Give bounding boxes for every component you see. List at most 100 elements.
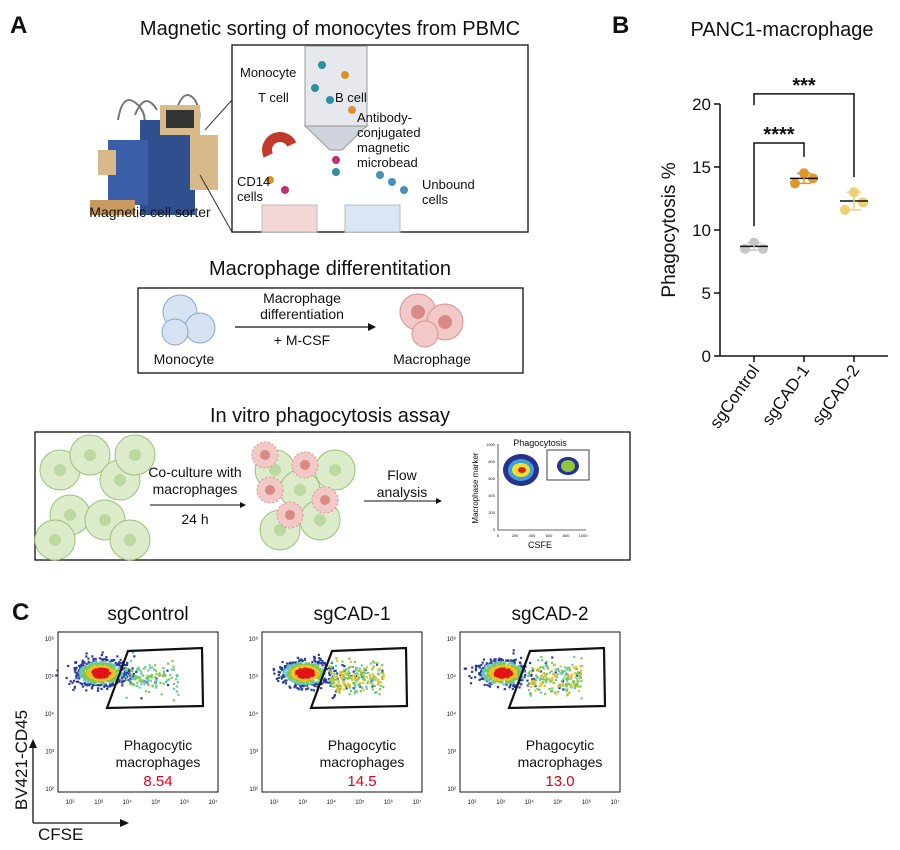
event-dot (488, 672, 492, 675)
event-dot (285, 679, 288, 682)
event-dot (354, 679, 357, 682)
event-dot (289, 665, 292, 668)
event-dot (504, 677, 507, 680)
event-dot (74, 667, 77, 671)
event-dot (568, 682, 571, 685)
event-dot (305, 681, 308, 684)
event-dot (162, 666, 165, 670)
flow-label-2: analysis (377, 484, 428, 500)
event-dot (150, 666, 153, 669)
event-dot (570, 675, 573, 678)
event-dot (131, 667, 134, 670)
event-dot (529, 686, 532, 689)
event-dot (370, 662, 373, 665)
event-dot (283, 680, 286, 683)
event-dot (292, 671, 295, 674)
event-dot (96, 667, 99, 670)
event-dot (335, 689, 338, 692)
event-dot (346, 684, 349, 688)
event-dot (303, 658, 307, 661)
event-dot (352, 681, 355, 685)
event-dot (488, 676, 491, 679)
event-dot (371, 677, 374, 680)
event-dot (507, 659, 510, 663)
event-dot (361, 673, 364, 676)
event-dot (323, 677, 326, 680)
event-dot (296, 669, 299, 673)
event-dot (567, 675, 570, 678)
event-dot (275, 677, 279, 681)
event-dot (485, 664, 488, 668)
event-dot (580, 672, 583, 675)
flow-x-tick: 10⁷ (209, 799, 218, 806)
event-dot (580, 680, 583, 683)
event-dot (504, 669, 507, 673)
event-dot (322, 679, 325, 682)
event-dot (555, 668, 558, 671)
flow-y-tick: 10⁶ (447, 636, 457, 643)
event-dot (376, 679, 379, 682)
event-dot (92, 659, 95, 662)
event-dot (575, 666, 578, 669)
event-dot (579, 685, 582, 688)
event-dot (554, 671, 557, 674)
event-dot (103, 658, 106, 661)
event-dot (109, 681, 112, 684)
event-dot (313, 658, 316, 661)
event-dot (291, 672, 294, 675)
event-dot (133, 678, 137, 681)
event-dot (566, 694, 569, 697)
event-dot (538, 684, 541, 688)
event-dot (92, 679, 95, 683)
flow-x-tick: 10⁷ (413, 799, 422, 806)
event-dot (362, 678, 365, 681)
gate-label-2: macrophages (116, 754, 201, 770)
y-tick-label: 20 (692, 95, 711, 114)
event-dot (306, 681, 310, 684)
event-dot (340, 686, 343, 689)
event-dot (343, 665, 346, 668)
data-point (858, 197, 868, 208)
event-dot (354, 666, 358, 670)
event-dot (488, 682, 491, 685)
event-dot (105, 663, 108, 666)
event-dot (337, 680, 340, 684)
event-dot (88, 682, 91, 685)
event-dot (341, 677, 344, 680)
event-dot (79, 665, 82, 668)
event-dot (506, 665, 510, 668)
event-dot (128, 682, 132, 685)
event-dot (100, 653, 103, 657)
t-cell-label: T cell (258, 90, 289, 105)
event-dot (319, 662, 322, 665)
event-dot (492, 659, 496, 662)
event-dot (138, 679, 141, 682)
event-dot (527, 688, 531, 692)
event-dot (130, 673, 134, 677)
event-dot (510, 661, 513, 664)
flow-x-tick: 10³ (496, 800, 505, 806)
event-dot (93, 662, 96, 665)
event-dot (81, 661, 84, 664)
event-dot (500, 658, 503, 661)
flow-y-tick: 10⁴ (249, 711, 259, 718)
event-dot (540, 684, 543, 687)
event-dot (87, 679, 90, 682)
event-dot (372, 673, 375, 676)
event-dot (349, 676, 352, 680)
event-dot (529, 670, 532, 673)
event-dot (481, 677, 484, 680)
event-dot (334, 669, 337, 672)
event-dot (101, 658, 104, 662)
event-dot (316, 661, 319, 664)
event-dot (329, 670, 332, 673)
event-dot (566, 679, 569, 683)
event-dot (511, 687, 514, 691)
event-dot (520, 669, 523, 672)
event-dot (293, 684, 297, 688)
event-dot (542, 667, 545, 670)
event-dot (313, 663, 316, 667)
event-dot (533, 683, 536, 686)
event-dot (100, 687, 103, 691)
event-dot (521, 678, 524, 682)
